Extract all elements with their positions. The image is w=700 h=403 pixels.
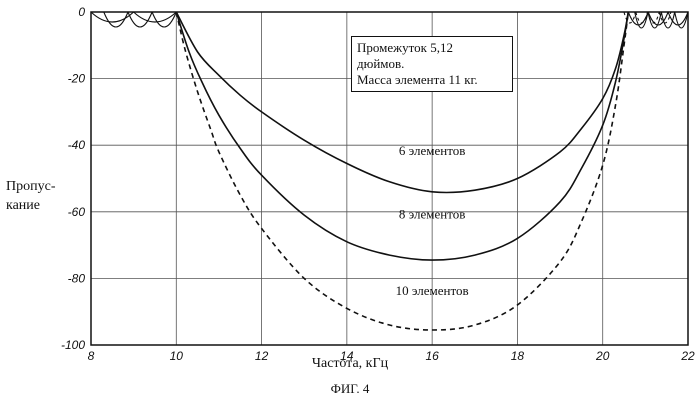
- figure-label: ФИГ. 4: [0, 381, 700, 397]
- y-axis-label-line: Пропус-: [6, 177, 55, 196]
- y-tick-label: -60: [68, 205, 86, 219]
- y-tick-label: -20: [68, 72, 86, 86]
- y-axis-label: Пропус- кание: [6, 177, 55, 215]
- y-tick-label: -100: [61, 338, 85, 352]
- annotation-box: Промежуток 5,12 дюймов. Масса элемента 1…: [351, 36, 513, 92]
- series-label: 10 элементов: [396, 283, 469, 298]
- y-axis-label-line: кание: [6, 196, 55, 215]
- ripple-lobes: [635, 12, 688, 28]
- series-label: 6 элементов: [399, 143, 465, 158]
- y-tick-label: -80: [68, 271, 86, 285]
- annotation-line: дюймов.: [357, 56, 507, 72]
- annotation-line: Промежуток 5,12: [357, 40, 507, 56]
- series-label: 8 элементов: [399, 206, 465, 221]
- y-tick-label: 0: [78, 5, 85, 19]
- annotation-line: Масса элемента 11 кг.: [357, 72, 507, 88]
- x-axis-label: Частота, кГц: [0, 356, 700, 372]
- y-tick-label: -40: [68, 138, 86, 152]
- ripple-lobes: [91, 12, 176, 22]
